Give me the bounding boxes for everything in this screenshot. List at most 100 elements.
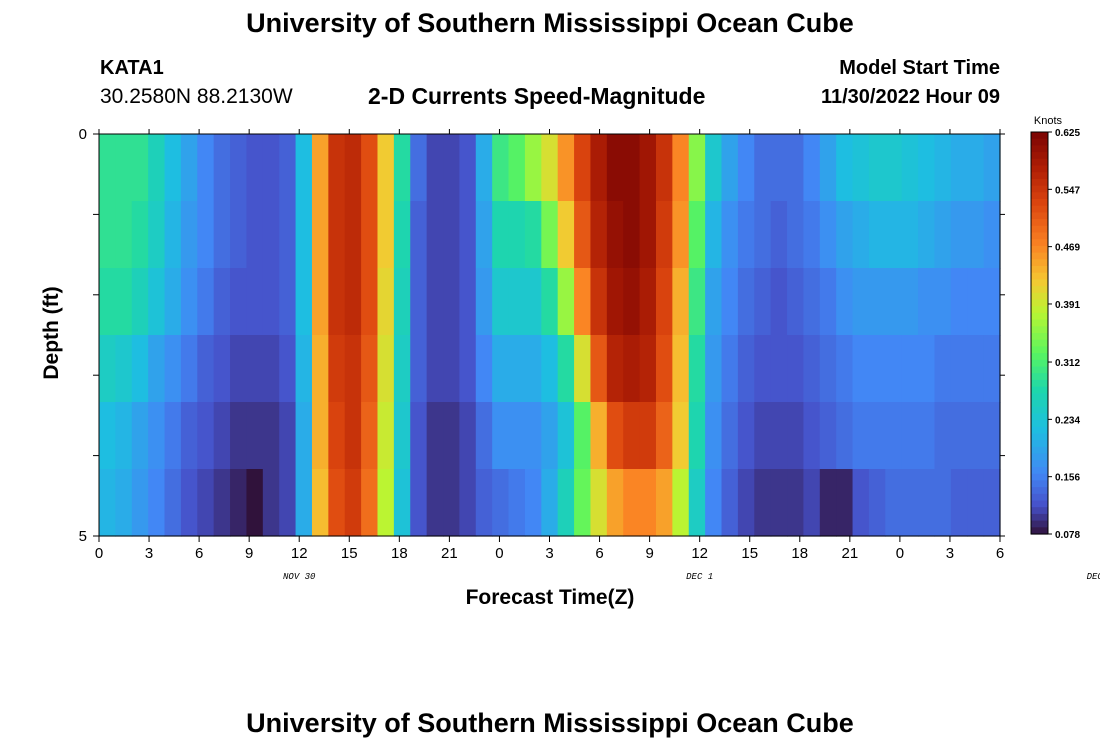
colorbar-segment	[1031, 299, 1048, 307]
heatmap-cell	[590, 402, 608, 470]
heatmap-cell	[443, 134, 460, 202]
heatmap-cell	[787, 335, 805, 403]
heatmap-cell	[623, 134, 641, 202]
heatmap-cell	[131, 268, 149, 336]
heatmap-cell	[279, 335, 297, 403]
colorbar-segment	[1031, 239, 1048, 247]
colorbar-segment	[1031, 132, 1048, 140]
heatmap-cell	[655, 268, 673, 336]
heatmap-cell	[213, 268, 231, 336]
heatmap-cell	[148, 335, 166, 403]
heatmap-cell	[590, 335, 608, 403]
heatmap-cell	[524, 469, 542, 537]
heatmap-cell	[606, 402, 624, 470]
heatmap-cell	[606, 201, 624, 269]
heatmap-cell	[590, 201, 608, 269]
model-start-time: 11/30/2022 Hour 09	[820, 86, 1000, 108]
heatmap-cell	[688, 134, 706, 202]
x-tick-label: 0	[95, 545, 103, 562]
heatmap-cell	[311, 402, 329, 470]
heatmap-cell	[115, 402, 133, 470]
heatmap-cell	[459, 335, 477, 403]
heatmap-cell	[934, 402, 952, 470]
heatmap-cell	[934, 335, 952, 403]
colorbar-segment	[1031, 420, 1048, 428]
heatmap-cell	[639, 134, 657, 202]
heatmap-cell	[754, 201, 772, 269]
heatmap-cell	[901, 268, 919, 336]
heatmap-cell	[836, 268, 854, 336]
heatmap-cell	[311, 335, 329, 403]
x-tick-label: 15	[341, 545, 358, 562]
heatmap-cell	[115, 134, 133, 202]
colorbar-segment	[1031, 507, 1048, 515]
colorbar-segment	[1031, 406, 1048, 414]
heatmap-cell	[262, 201, 280, 269]
heatmap-cell	[885, 402, 903, 470]
heatmap-cell	[655, 201, 673, 269]
heatmap-cell	[344, 134, 362, 202]
heatmap-cell	[164, 402, 182, 470]
heatmap-cell	[574, 469, 592, 537]
heatmap-cell	[983, 402, 1001, 470]
colorbar-segment	[1031, 205, 1048, 213]
heatmap-cell	[901, 402, 919, 470]
heatmap-cell	[361, 134, 379, 202]
colorbar-segment	[1031, 339, 1048, 347]
heatmap-cell	[131, 134, 149, 202]
colorbar-segment	[1031, 245, 1048, 254]
colorbar-segment	[1031, 400, 1048, 408]
colorbar-segment	[1031, 145, 1048, 153]
heatmap-cell	[180, 402, 198, 470]
heatmap-cell	[246, 335, 264, 403]
heatmap-cell	[377, 402, 395, 470]
colorbar-segment	[1031, 306, 1048, 314]
colorbar-segment	[1031, 326, 1048, 334]
heatmap-cell	[836, 469, 854, 537]
heatmap-cell	[705, 469, 723, 537]
colorbar-segment	[1031, 433, 1048, 441]
heatmap-cell	[639, 335, 657, 403]
heatmap-cell	[230, 335, 248, 403]
heatmap-cell	[574, 201, 592, 269]
heatmap-cell	[721, 335, 739, 403]
colorbar-segment	[1031, 252, 1048, 260]
colorbar-tick-label: 0.078	[1055, 530, 1080, 541]
heatmap-cell	[328, 134, 346, 202]
colorbar-segment	[1031, 440, 1048, 448]
heatmap-cell	[737, 201, 755, 269]
x-tick-label: 3	[145, 545, 153, 562]
heatmap-cell	[426, 201, 444, 269]
heatmap-cell	[787, 134, 805, 202]
heatmap-cell	[574, 268, 592, 336]
heatmap-cell	[262, 469, 280, 537]
colorbar-segment	[1031, 138, 1048, 146]
x-axis: 0 3 6 9 12 15 18 21 0 3 6 9 12 15 18 21 0 3 6 NOV 30 DEC 1 DE…	[95, 129, 1100, 582]
heatmap-cell	[148, 469, 166, 537]
x-tick-label: 18	[791, 545, 808, 562]
heatmap-cell	[213, 402, 231, 470]
heatmap-cell	[590, 469, 608, 537]
colorbar-segment	[1031, 199, 1048, 207]
x-tick-label: 21	[441, 545, 458, 562]
heatmap-cell	[279, 469, 297, 537]
heatmap-cell	[164, 268, 182, 336]
heatmap-cell	[492, 402, 510, 470]
heatmap-cell	[213, 134, 231, 202]
heatmap-cell	[295, 201, 313, 269]
heatmap-cell	[443, 268, 460, 336]
heatmap-cell	[737, 268, 755, 336]
heatmap-cell	[655, 335, 673, 403]
heatmap-cell	[344, 402, 362, 470]
heatmap-cell	[803, 134, 821, 202]
heatmap-cell	[934, 201, 952, 269]
x-tick-label: 12	[291, 545, 308, 562]
heatmap-cell	[918, 268, 936, 336]
heatmap-cell	[705, 402, 723, 470]
heatmap-cell	[262, 268, 280, 336]
heatmap-cell	[524, 335, 542, 403]
colorbar-segment	[1031, 212, 1048, 220]
heatmap-cell	[918, 335, 936, 403]
colorbar-segment	[1031, 467, 1048, 475]
heatmap-cell	[901, 469, 919, 537]
